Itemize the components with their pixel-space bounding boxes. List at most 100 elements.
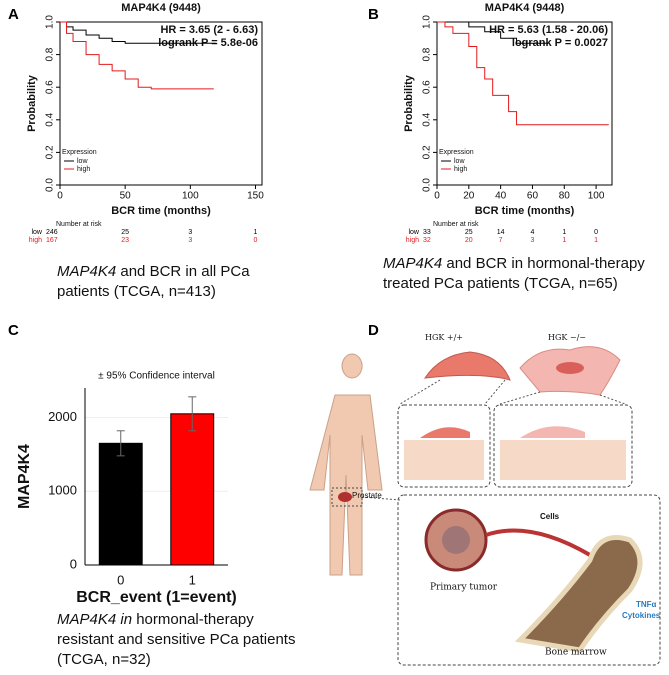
chart-title: MAP4K4 (9448) xyxy=(121,2,201,14)
annotation: HR = 5.63 (1.58 - 20.06) xyxy=(489,24,608,36)
x-tick-label: 40 xyxy=(495,191,507,202)
risk-title: Number at risk xyxy=(56,221,102,228)
risk-count: 7 xyxy=(499,237,503,244)
tissue xyxy=(404,440,484,480)
x-tick-label: 80 xyxy=(559,191,571,202)
label: Cytokines xyxy=(622,611,661,620)
risk-row-label: low xyxy=(408,229,419,236)
caption-text: and BCR in hormonal-therapy treated PCa … xyxy=(383,255,645,292)
vessel xyxy=(485,528,592,557)
y-tick-label: 0.6 xyxy=(422,80,433,94)
y-tick-label: 0.0 xyxy=(422,178,433,192)
gene: MAP4K4 xyxy=(383,255,443,272)
x-tick-label: 150 xyxy=(247,191,264,202)
panel-label: A xyxy=(8,6,19,23)
legend-label: low xyxy=(454,158,465,165)
plot-frame xyxy=(59,21,263,186)
x-tick-label: 0 xyxy=(434,191,440,202)
legend-label: low xyxy=(77,158,88,165)
y-tick-label: 0.0 xyxy=(45,178,56,192)
label: TNFα xyxy=(636,600,657,609)
risk-count: 3 xyxy=(188,237,192,244)
x-axis-label: BCR time (months) xyxy=(475,205,575,217)
risk-row-label: high xyxy=(406,237,419,244)
caption: MAP4K4 and BCR in hormonal-therapy treat… xyxy=(383,254,653,294)
chart-title: MAP4K4 (9448) xyxy=(485,2,565,14)
risk-count: 32 xyxy=(423,237,431,244)
bar xyxy=(170,413,215,566)
y-tick-label: 0.8 xyxy=(422,47,433,61)
y-axis-label: MAP4K4 xyxy=(16,444,33,509)
x-tick-label: 20 xyxy=(463,191,475,202)
legend-title: Expression xyxy=(62,149,97,156)
risk-count: 3 xyxy=(188,229,192,236)
risk-count: 1 xyxy=(562,237,566,244)
risk-count: 0 xyxy=(254,237,258,244)
risk-count: 20 xyxy=(465,237,473,244)
label: HGK −/− xyxy=(548,333,586,342)
label: Bone marrow xyxy=(545,648,607,658)
y-tick-label: 1.0 xyxy=(422,15,433,29)
connector xyxy=(599,394,626,405)
risk-count: 4 xyxy=(531,229,535,236)
risk-count: 1 xyxy=(562,229,566,236)
gene: MAP4K4 xyxy=(57,263,117,280)
nucleus xyxy=(556,362,584,374)
cell xyxy=(520,426,585,438)
risk-row-label: high xyxy=(29,237,42,244)
label: Cells xyxy=(540,512,560,521)
x-tick-label: 50 xyxy=(120,191,132,202)
risk-count: 3 xyxy=(531,237,535,244)
y-axis-label: Probability xyxy=(403,74,415,132)
tumor-core xyxy=(442,526,470,554)
caption: MAP4K4 in hormonal-therapy resistant and… xyxy=(57,610,307,670)
prostate xyxy=(338,492,352,502)
x-tick-label: 100 xyxy=(588,191,605,202)
y-tick-label: 0.8 xyxy=(45,47,56,61)
caption-text: and BCR in all PCa patients (TCGA, n=413… xyxy=(57,263,250,300)
y-tick-label: 0.4 xyxy=(422,112,433,126)
plot-frame xyxy=(436,21,613,186)
legend-title: Expression xyxy=(439,149,474,156)
risk-count: 1 xyxy=(594,237,598,244)
connector xyxy=(499,391,541,405)
y-tick-label: 0.6 xyxy=(45,80,56,94)
risk-count: 167 xyxy=(46,237,58,244)
legend-label: high xyxy=(454,166,467,173)
risk-count: 246 xyxy=(46,229,58,236)
panel-label: B xyxy=(368,6,379,23)
risk-count: 1 xyxy=(254,229,258,236)
survival-curve xyxy=(60,21,217,44)
panel-label: C xyxy=(8,322,19,339)
annotation: logrank P = 0.0027 xyxy=(512,37,608,49)
body xyxy=(309,353,383,576)
survival-curve xyxy=(60,21,214,90)
label: Prostate xyxy=(352,491,382,500)
panel-label: D xyxy=(368,322,379,339)
y-tick-label: 0.2 xyxy=(422,145,433,159)
y-tick-label: 2000 xyxy=(48,409,77,424)
cell xyxy=(420,427,470,438)
y-tick-label: 1000 xyxy=(48,483,77,498)
risk-count: 33 xyxy=(423,229,431,236)
risk-row-label: low xyxy=(31,229,42,236)
gene: MAP4K4 in xyxy=(57,611,133,628)
illustration: HGK +/+ HGK −/− Prostate Cells Primary t… xyxy=(309,333,661,666)
caption: MAP4K4 and BCR in all PCa patients (TCGA… xyxy=(57,262,297,302)
risk-count: 0 xyxy=(594,229,598,236)
subtitle: ± 95% Confidence interval xyxy=(98,371,215,382)
annotation: HR = 3.65 (2 - 6.63) xyxy=(160,24,258,36)
x-axis-label: BCR time (months) xyxy=(111,205,211,217)
x-axis-label: BCR_event (1=event) xyxy=(76,589,237,606)
y-tick-label: 0 xyxy=(70,556,77,571)
y-tick-label: 0.4 xyxy=(45,112,56,126)
legend-label: high xyxy=(77,166,90,173)
survival-curve xyxy=(437,21,549,44)
caption-text: hormonal-therapy resistant and sensitive… xyxy=(57,611,296,668)
x-tick-label: 0 xyxy=(117,572,124,587)
survival-curve xyxy=(437,21,609,126)
cell xyxy=(424,351,511,381)
label: Primary tumor xyxy=(430,583,498,593)
tissue xyxy=(500,440,626,480)
